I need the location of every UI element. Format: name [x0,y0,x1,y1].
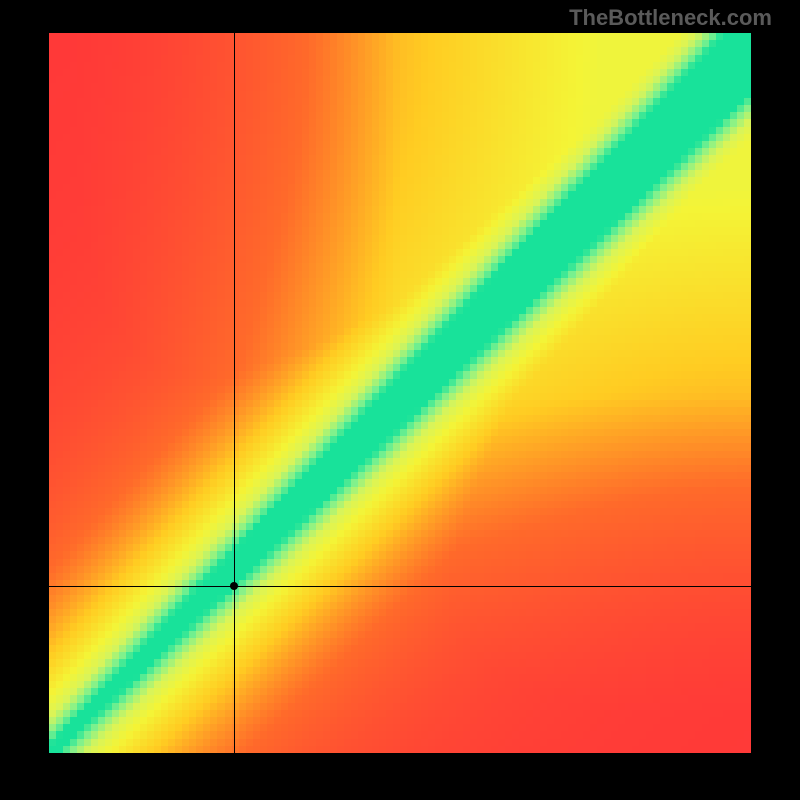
marker-dot [230,582,238,590]
crosshair-vertical [234,33,235,753]
heatmap-plot [49,33,751,753]
heatmap-canvas [49,33,751,753]
watermark-text: TheBottleneck.com [569,5,772,31]
crosshair-horizontal [49,586,751,587]
chart-container: TheBottleneck.com [0,0,800,800]
